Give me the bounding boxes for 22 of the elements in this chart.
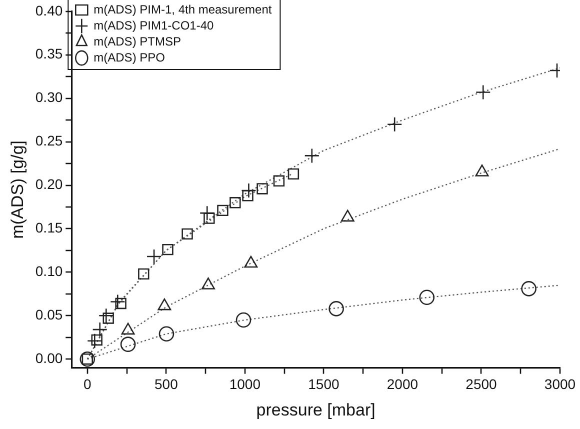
x-tick-label: 1500 xyxy=(308,376,340,392)
y-tick-label: 0.10 xyxy=(35,263,63,280)
y-tick-label: 0.25 xyxy=(35,132,63,149)
x-tick-label: 1000 xyxy=(229,376,261,392)
y-tick-label: 0.35 xyxy=(35,46,63,62)
legend-label: m(ADS) PPO xyxy=(94,50,165,64)
y-tick-label: 0.30 xyxy=(35,89,63,106)
x-axis-title: pressure [mbar] xyxy=(256,400,376,420)
x-tick-label: 2000 xyxy=(386,376,418,392)
x-tick-label: 0 xyxy=(84,376,92,392)
legend-label: m(ADS) PTMSP xyxy=(94,34,181,48)
y-tick-label: 0.20 xyxy=(35,176,63,192)
y-tick-label: 0.05 xyxy=(35,306,63,323)
y-axis-title: m(ADS) [g/g] xyxy=(8,140,27,239)
legend-label: m(ADS) PIM1-CO1-40 xyxy=(94,18,214,32)
x-tick-label: 2500 xyxy=(466,376,498,392)
legend-label: m(ADS) PIM-1, 4th measurement xyxy=(94,2,272,16)
y-tick-label: 0.40 xyxy=(35,2,63,18)
x-tick-label: 500 xyxy=(154,376,178,392)
y-tick-label: 0.15 xyxy=(35,220,63,236)
x-tick-label: 3000 xyxy=(544,376,576,392)
y-tick-label: 0.00 xyxy=(35,350,63,366)
